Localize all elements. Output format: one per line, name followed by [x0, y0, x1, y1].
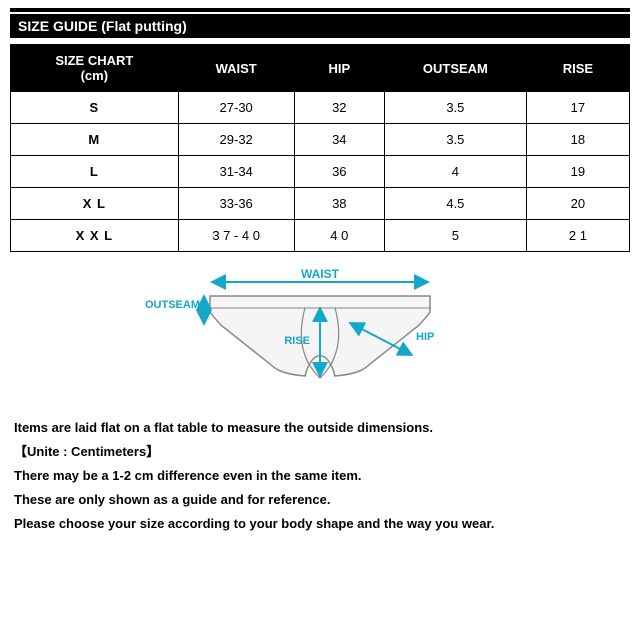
cell-rise: 2 1: [526, 220, 629, 252]
col-header-waist: WAIST: [178, 45, 294, 92]
cell-hip: 4 0: [294, 220, 384, 252]
note-line: These are only shown as a guide and for …: [14, 489, 626, 511]
note-line: 【Unite : Centimeters】: [14, 441, 626, 463]
measurement-diagram: WAIST OUTSEAM RISE HIP: [10, 264, 630, 399]
cell-waist: 29-32: [178, 124, 294, 156]
cell-outseam: 3.5: [384, 92, 526, 124]
cell-hip: 36: [294, 156, 384, 188]
table-row: L 31-34 36 4 19: [11, 156, 630, 188]
size-guide-title: SIZE GUIDE (Flat putting): [10, 14, 630, 38]
outseam-label: OUTSEAM: [145, 299, 200, 311]
rise-label: RISE: [284, 335, 310, 347]
size-chart-table: SIZE CHART (cm) WAIST HIP OUTSEAM RISE S…: [10, 44, 630, 252]
cell-rise: 17: [526, 92, 629, 124]
note-line: Items are laid flat on a flat table to m…: [14, 417, 626, 439]
cell-outseam: 4.5: [384, 188, 526, 220]
notes-block: Items are laid flat on a flat table to m…: [10, 417, 630, 535]
top-divider: [10, 8, 630, 12]
table-header-row: SIZE CHART (cm) WAIST HIP OUTSEAM RISE: [11, 45, 630, 92]
table-row: M 29-32 34 3.5 18: [11, 124, 630, 156]
col-header-outseam: OUTSEAM: [384, 45, 526, 92]
table-row: X X L 3 7 - 4 0 4 0 5 2 1: [11, 220, 630, 252]
col-header-hip: HIP: [294, 45, 384, 92]
cell-size: X L: [11, 188, 179, 220]
cell-size: M: [11, 124, 179, 156]
note-line: Please choose your size according to you…: [14, 513, 626, 535]
waist-label: WAIST: [301, 267, 340, 281]
cell-outseam: 3.5: [384, 124, 526, 156]
cell-size: L: [11, 156, 179, 188]
cell-rise: 18: [526, 124, 629, 156]
cell-waist: 33-36: [178, 188, 294, 220]
col-header-size: SIZE CHART (cm): [11, 45, 179, 92]
col-header-rise: RISE: [526, 45, 629, 92]
cell-outseam: 5: [384, 220, 526, 252]
cell-rise: 20: [526, 188, 629, 220]
cell-rise: 19: [526, 156, 629, 188]
cell-waist: 27-30: [178, 92, 294, 124]
table-row: S 27-30 32 3.5 17: [11, 92, 630, 124]
hip-label: HIP: [416, 331, 434, 343]
cell-outseam: 4: [384, 156, 526, 188]
cell-waist: 3 7 - 4 0: [178, 220, 294, 252]
note-line: There may be a 1-2 cm difference even in…: [14, 465, 626, 487]
cell-waist: 31-34: [178, 156, 294, 188]
cell-size: S: [11, 92, 179, 124]
table-row: X L 33-36 38 4.5 20: [11, 188, 630, 220]
cell-size: X X L: [11, 220, 179, 252]
cell-hip: 38: [294, 188, 384, 220]
cell-hip: 34: [294, 124, 384, 156]
cell-hip: 32: [294, 92, 384, 124]
